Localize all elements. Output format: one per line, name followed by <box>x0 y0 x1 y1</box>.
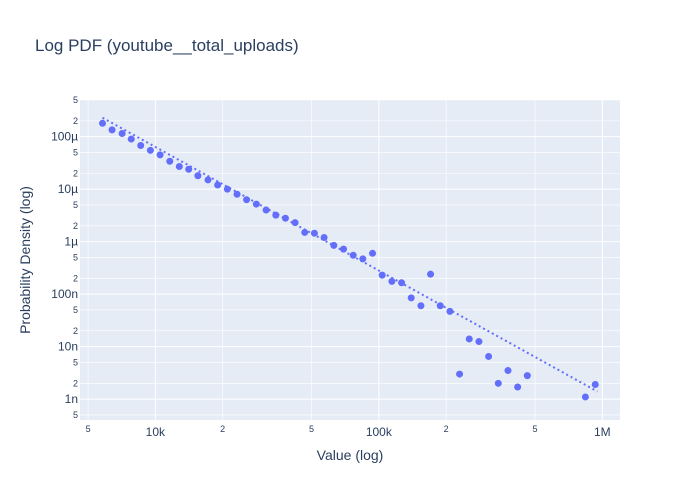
y-minor-tick-label: 5 <box>73 357 78 367</box>
y-minor-tick-label: 2 <box>73 168 78 178</box>
data-point <box>137 141 145 149</box>
data-point <box>127 135 135 143</box>
data-point <box>301 228 309 236</box>
data-point <box>320 234 328 242</box>
data-point <box>98 119 106 127</box>
y-minor-tick-label: 5 <box>73 200 78 210</box>
data-point <box>108 126 116 134</box>
data-point <box>146 146 154 154</box>
y-axis: 1n 10n 100n 1µ 10µ 100µ 5 2 5 2 5 2 5 2 5 2 5 2 5 <box>51 95 78 420</box>
y-minor-tick-label: 5 <box>73 95 78 105</box>
y-minor-tick-label: 5 <box>73 252 78 262</box>
data-point <box>340 245 348 253</box>
data-point <box>175 163 183 171</box>
x-tick-label: 1M <box>594 425 611 439</box>
data-point <box>427 270 435 278</box>
data-point <box>118 130 126 138</box>
data-point <box>581 393 589 401</box>
data-point <box>252 200 260 208</box>
y-minor-tick-label: 2 <box>73 378 78 388</box>
x-minor-tick-label: 2 <box>444 424 449 434</box>
data-point <box>446 307 454 315</box>
fit-line <box>102 116 598 393</box>
data-point <box>378 271 386 279</box>
y-tick-label: 10n <box>58 340 78 354</box>
data-point <box>194 172 202 180</box>
y-minor-tick-label: 5 <box>73 305 78 315</box>
data-point <box>398 279 406 287</box>
data-point <box>330 241 338 249</box>
y-tick-label: 100µ <box>51 130 78 144</box>
data-point <box>388 277 396 285</box>
data-point <box>281 214 289 222</box>
data-point <box>523 372 531 380</box>
data-point <box>369 249 377 257</box>
data-point <box>291 219 299 227</box>
x-minor-tick-label: 5 <box>309 424 314 434</box>
data-point <box>456 370 464 378</box>
plot-area <box>80 100 620 420</box>
x-tick-label: 10k <box>146 425 166 439</box>
data-point <box>591 380 599 388</box>
data-point <box>475 338 483 346</box>
x-tick-label: 100k <box>366 425 393 439</box>
y-tick-label: 100n <box>51 287 78 301</box>
data-point <box>223 185 231 193</box>
x-minor-tick-label: 5 <box>86 424 91 434</box>
data-point <box>417 302 425 310</box>
data-point <box>514 383 522 391</box>
y-minor-tick-label: 5 <box>73 147 78 157</box>
grid <box>80 99 620 420</box>
data-point <box>262 206 270 214</box>
y-minor-tick-label: 2 <box>73 116 78 126</box>
data-point <box>185 165 193 173</box>
data-point <box>272 211 280 219</box>
data-point <box>504 367 512 375</box>
y-minor-tick-label: 2 <box>73 326 78 336</box>
data-point <box>485 352 493 360</box>
data-point <box>204 176 212 184</box>
x-minor-tick-label: 2 <box>220 424 225 434</box>
y-minor-tick-label: 2 <box>73 221 78 231</box>
data-point <box>233 190 241 198</box>
data-points <box>98 119 599 401</box>
data-point <box>166 157 174 165</box>
data-point <box>407 294 415 302</box>
y-minor-tick-label: 2 <box>73 273 78 283</box>
data-point <box>359 255 367 263</box>
chart-title: Log PDF (youtube__total_uploads) <box>35 36 299 55</box>
data-point <box>465 335 473 343</box>
data-point <box>214 181 222 189</box>
x-minor-tick-label: 5 <box>533 424 538 434</box>
y-tick-label: 1n <box>65 392 78 406</box>
y-axis-label: Probability Density (log) <box>17 186 33 334</box>
y-tick-label: 1µ <box>64 235 78 249</box>
data-point <box>156 151 164 159</box>
y-tick-label: 10µ <box>58 182 78 196</box>
fit-line-layer <box>102 116 598 393</box>
data-point <box>349 251 357 259</box>
data-point <box>436 302 444 310</box>
data-point <box>243 196 251 204</box>
data-point <box>494 379 502 387</box>
x-axis-label: Value (log) <box>317 447 384 463</box>
y-minor-tick-label: 5 <box>73 410 78 420</box>
data-point <box>310 229 318 237</box>
x-axis: 10k 100k 1M 5 2 5 2 5 <box>86 424 611 439</box>
